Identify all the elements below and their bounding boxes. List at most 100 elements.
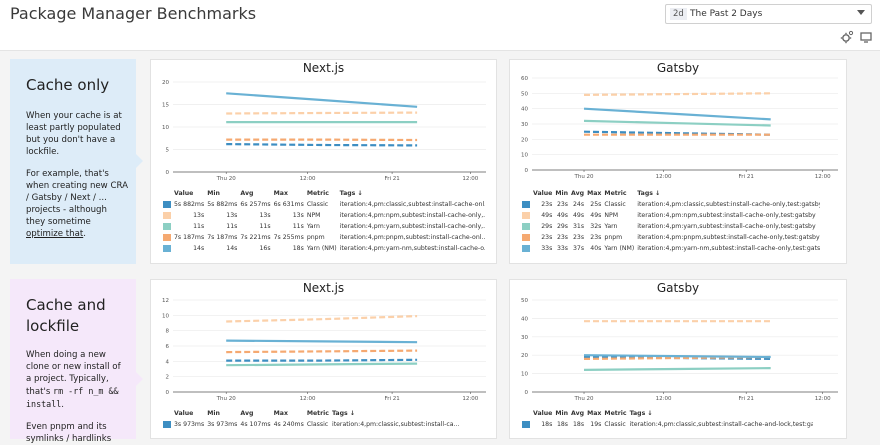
cell-metric: Yarn (NM)	[307, 243, 340, 254]
column-header-sw	[522, 188, 533, 199]
cell-max: 25s	[587, 199, 604, 210]
cell-avg: 23s	[571, 232, 587, 243]
series-swatch	[163, 234, 171, 241]
y-tick-label: 0	[525, 168, 529, 174]
cell-tags: iteration:4,pm:yarn,subtest:install-cach…	[340, 221, 485, 232]
x-tick-label: 12:00	[300, 396, 316, 402]
cell-max: 11s	[274, 221, 307, 232]
x-tick-label: 12:00	[462, 396, 478, 402]
column-header-max: Max	[587, 188, 604, 199]
series-line-yarn-nm	[226, 341, 417, 343]
note-paragraph: When doing a new clone or new install of…	[10, 349, 136, 411]
y-tick-label: 30	[521, 122, 528, 128]
column-header-avg: Avg	[571, 408, 587, 419]
cell-value: 5s 882ms	[174, 199, 207, 210]
swatch-cell	[522, 243, 533, 254]
y-tick-label: 0	[166, 390, 170, 396]
cell-value: 33s	[533, 243, 555, 254]
cell-tags: iteration:4,pm:npm,subtest:install-cache…	[340, 210, 485, 221]
y-tick-label: 10	[162, 125, 169, 131]
x-tick-label: 12:00	[462, 176, 478, 182]
cell-value: 7s 187ms	[174, 232, 207, 243]
time-range-select[interactable]: 2d The Past 2 Days	[665, 4, 872, 24]
x-tick-label: Fri 21	[384, 176, 399, 182]
column-header-tags[interactable]: Tags ↓	[637, 188, 820, 199]
cell-min: 7s 187ms	[207, 232, 240, 243]
cell-max: 32s	[587, 221, 604, 232]
cell-min: 23s	[555, 232, 571, 243]
swatch-cell	[163, 221, 174, 232]
column-header-value: Value	[533, 188, 555, 199]
cell-tags: iteration:4,pm:npm,subtest:install-cache…	[637, 210, 820, 221]
column-header-tags[interactable]: Tags ↓	[630, 408, 813, 419]
note-arrow	[136, 372, 143, 386]
gear-icon[interactable]	[840, 30, 854, 44]
optimize-that-link[interactable]: optimize that	[26, 229, 83, 239]
cell-min: 33s	[555, 243, 571, 254]
cell-metric: Classic	[604, 199, 637, 210]
cell-metric: Yarn	[307, 221, 340, 232]
swatch-cell	[522, 210, 533, 221]
note-paragraph: For example, that's when creating new CR…	[10, 168, 136, 240]
cell-avg: 31s	[571, 221, 587, 232]
cell-tags: iteration:4,pm:classic,subtest:install-c…	[637, 199, 820, 210]
cell-min: 23s	[555, 199, 571, 210]
note-text: For example, that's when creating new CR…	[26, 169, 128, 227]
swatch-cell	[163, 210, 174, 221]
cell-max: 49s	[587, 210, 604, 221]
series-swatch	[522, 212, 530, 219]
cell-metric: Yarn	[604, 221, 637, 232]
column-header-avg: Avg	[240, 188, 273, 199]
column-header-avg: Avg	[571, 188, 587, 199]
series-line-classic	[226, 360, 417, 361]
cell-tags: iteration:4,pm:yarn,subtest:install-cach…	[637, 221, 820, 232]
cell-metric: pnpm	[307, 232, 340, 243]
series-line-yarn	[584, 121, 771, 126]
cell-avg: 7s 221ms	[240, 232, 273, 243]
cell-min: 13s	[207, 210, 240, 221]
tv-mode-icon[interactable]	[860, 31, 872, 43]
cell-min: 49s	[555, 210, 571, 221]
column-header-tags[interactable]: Tags ↓	[332, 408, 463, 419]
cell-avg: 18s	[571, 419, 587, 430]
note-title: Cache only	[10, 59, 136, 96]
note-cache-and-lockfile: Cache and lockfile When doing a new clon…	[10, 279, 136, 439]
cell-tags: iteration:4,pm:pnpm,subtest:install-cach…	[637, 232, 820, 243]
column-header-min: Min	[207, 188, 240, 199]
column-header-value: Value	[533, 408, 555, 419]
time-range-label: The Past 2 Days	[690, 8, 762, 20]
series-swatch	[163, 201, 171, 208]
cell-max: 13s	[274, 210, 307, 221]
x-tick-label: Thu 20	[216, 396, 237, 402]
column-header-tags[interactable]: Tags ↓	[340, 188, 485, 199]
column-header-max: Max	[587, 408, 604, 419]
cell-min: 11s	[207, 221, 240, 232]
cell-tags: iteration:4,pm:pnpm,subtest:install-cach…	[340, 232, 485, 243]
x-tick-label: Thu 20	[573, 174, 594, 180]
x-tick-label: Fri 21	[739, 174, 754, 180]
column-header-metric: Metric	[307, 408, 332, 419]
note-text: .	[61, 400, 64, 410]
column-header-metric: Metric	[307, 188, 340, 199]
cell-avg: 4s 107ms	[240, 419, 273, 430]
column-header-value: Value	[174, 188, 207, 199]
swatch-cell	[163, 199, 174, 210]
y-tick-label: 50	[521, 91, 528, 97]
